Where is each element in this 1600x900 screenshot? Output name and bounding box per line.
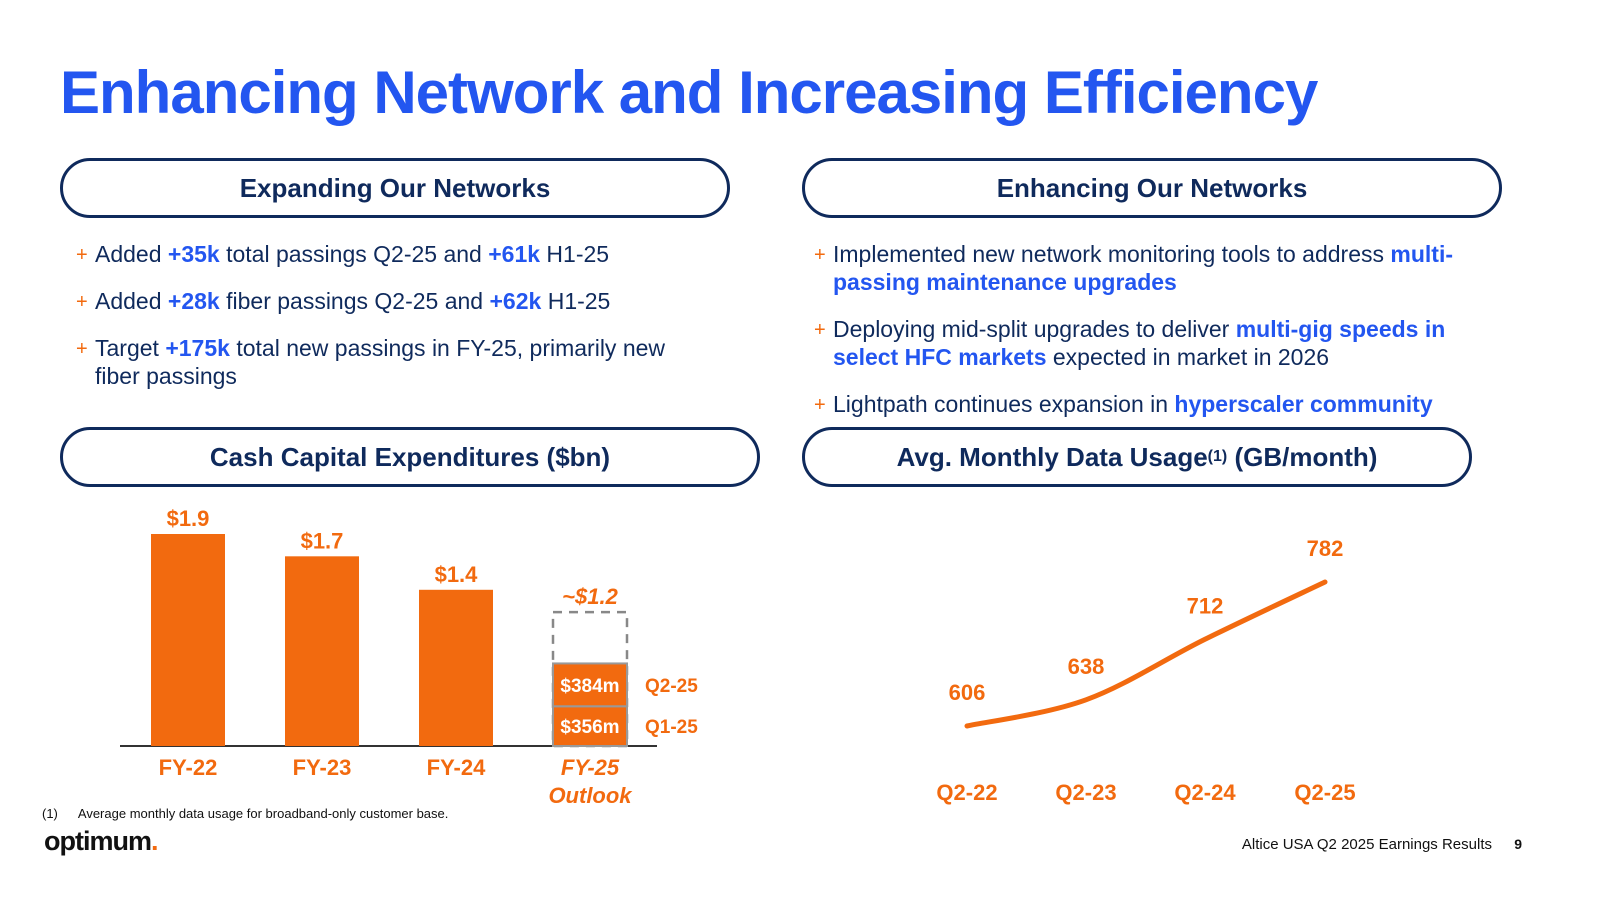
- highlight-text: multi-passing maintenance upgrades: [833, 241, 1453, 295]
- x-tick-label: FY-24: [427, 755, 486, 780]
- expanding-bullets: + Added +35k total passings Q2-25 and +61…: [76, 240, 686, 409]
- data-label: $1.7: [301, 528, 344, 553]
- data-usage-line: [964, 579, 1328, 729]
- plus-icon: +: [76, 244, 88, 266]
- x-tick-label: Outlook: [548, 783, 633, 808]
- data-label: ~$1.2: [562, 584, 618, 609]
- point-label: 638: [1068, 654, 1105, 679]
- bullet-text: Lightpath continues expansion in: [833, 391, 1175, 417]
- usage-heading-unit: (GB/month): [1227, 441, 1378, 472]
- usage-heading-text: Avg. Monthly Data Usage: [896, 441, 1208, 472]
- bullet-text: H1-25: [541, 288, 611, 314]
- point-label: 782: [1307, 536, 1344, 561]
- segment-label: $356m: [560, 717, 619, 738]
- footnote: (1) Average monthly data usage for broadb…: [42, 806, 468, 821]
- bullet-item: + Added +35k total passings Q2-25 and +61…: [76, 240, 686, 268]
- highlight-text: +175k: [165, 335, 230, 361]
- highlight-text: multi-gig speeds in select HFC markets: [833, 316, 1446, 370]
- bullet-item: + Implemented new network monitoring tool…: [814, 240, 1514, 296]
- section-heading-enhancing: Enhancing Our Networks: [802, 158, 1502, 218]
- bullet-text: total passings Q2-25 and: [219, 241, 489, 267]
- plus-icon: +: [814, 319, 826, 341]
- segment-name: Q1-25: [645, 717, 698, 738]
- section-heading-expanding: Expanding Our Networks: [60, 158, 730, 218]
- usage-footnote-marker: (1): [1207, 448, 1228, 465]
- bullet-text: Implemented new network monitoring tools…: [833, 241, 1391, 267]
- section-heading-capex: Cash Capital Expenditures ($bn): [60, 427, 760, 487]
- page-title: Enhancing Network and Increasing Efficie…: [60, 59, 1318, 126]
- highlight-text: +35k: [167, 241, 220, 267]
- segment-name: Q2-25: [645, 676, 698, 697]
- footer-source: Altice USA Q2 2025 Earnings Results: [1241, 836, 1492, 853]
- bullet-text: H1-25: [540, 241, 610, 267]
- bar-segment-q2-25: [552, 662, 628, 708]
- x-tick-label: Q2-23: [1055, 780, 1116, 805]
- plus-icon: +: [76, 338, 88, 360]
- enhancing-bullets: + Implemented new network monitoring tool…: [814, 240, 1514, 437]
- optimum-logo: optimum.: [44, 826, 158, 857]
- bullet-text: Deploying mid-split upgrades to deliver: [833, 316, 1236, 342]
- bullet-text: fiber passings Q2-25 and: [219, 288, 490, 314]
- bullet-text: Added: [95, 241, 168, 267]
- bullet-item: + Target +175k total new passings in FY-2…: [76, 334, 686, 390]
- bullet-text: Added: [95, 288, 168, 314]
- bar-fy-22: [151, 534, 225, 746]
- x-tick-label: FY-25: [561, 755, 620, 780]
- segment-label: $384m: [560, 676, 619, 697]
- x-tick-label: FY-23: [293, 755, 352, 780]
- bullet-item: + Added +28k fiber passings Q2-25 and +62…: [76, 287, 686, 315]
- plus-icon: +: [814, 244, 826, 266]
- page-number: 9: [1514, 836, 1522, 852]
- bullet-item: + Lightpath continues expansion in hypers…: [814, 390, 1514, 418]
- x-tick-label: FY-22: [159, 755, 218, 780]
- bullet-text: Target: [95, 335, 166, 361]
- point-label: 606: [949, 680, 986, 705]
- highlight-text: +61k: [488, 241, 541, 267]
- footnote-text: Average monthly data usage for broadband…: [77, 806, 449, 821]
- bullet-text: expected in market in 2026: [1046, 344, 1330, 370]
- plus-icon: +: [76, 291, 88, 313]
- bullet-item: + Deploying mid-split upgrades to deliver…: [814, 315, 1514, 371]
- logo-dot: .: [151, 826, 158, 856]
- highlight-text: hyperscaler community: [1174, 391, 1433, 417]
- plus-icon: +: [814, 394, 826, 416]
- logo-text: optimum: [44, 826, 152, 856]
- highlight-text: +28k: [167, 288, 220, 314]
- point-label: 712: [1187, 593, 1224, 618]
- bullet-text: total new passings in FY-25, primarily n…: [95, 335, 666, 389]
- section-heading-data-usage: Avg. Monthly Data Usage (1) (GB/month): [802, 427, 1472, 487]
- footnote-marker: (1): [42, 806, 58, 821]
- bar-fy-24: [419, 589, 493, 746]
- x-tick-label: Q2-24: [1174, 780, 1236, 805]
- highlight-text: +62k: [489, 288, 542, 314]
- data-label: $1.4: [435, 562, 479, 587]
- data-label: $1.9: [167, 506, 210, 531]
- bar-fy-23: [285, 556, 359, 746]
- x-tick-label: Q2-22: [936, 780, 997, 805]
- x-tick-label: Q2-25: [1294, 780, 1355, 805]
